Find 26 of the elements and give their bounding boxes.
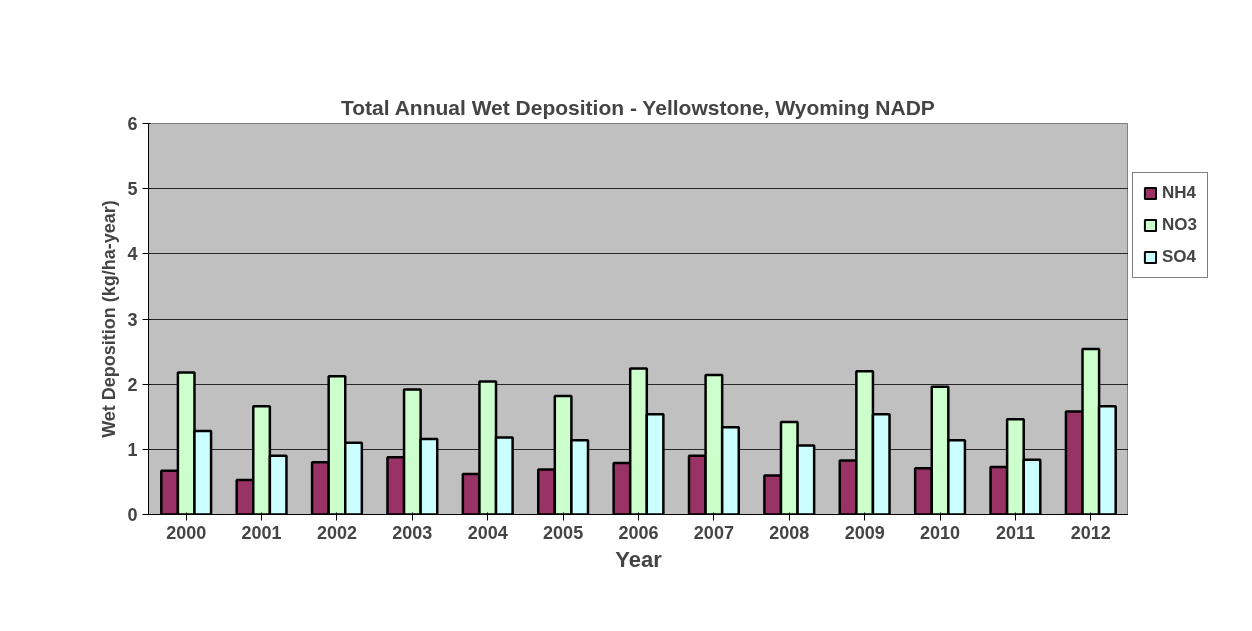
y-tick-label: 1 xyxy=(127,439,138,460)
legend-label: SO4 xyxy=(1162,247,1197,267)
x-tick-label: 2003 xyxy=(392,522,433,543)
x-tick-label: 2002 xyxy=(316,522,357,543)
y-tick-label: 5 xyxy=(127,179,138,200)
x-tick-label: 2009 xyxy=(844,522,885,543)
legend-label: NH4 xyxy=(1162,183,1197,203)
legend-label: NO3 xyxy=(1162,215,1197,235)
x-tick-label: 2008 xyxy=(769,522,810,543)
x-tick-label: 2004 xyxy=(467,522,508,543)
x-tick-label: 2005 xyxy=(543,522,584,543)
x-tick-label: 2000 xyxy=(166,522,207,543)
y-axis-title: Wet Deposition (kg/ha-year) xyxy=(99,200,120,438)
x-tick-label: 2001 xyxy=(241,522,282,543)
y-tick-label: 0 xyxy=(127,505,138,525)
y-tick-label: 3 xyxy=(127,309,138,330)
x-tick-label: 2010 xyxy=(920,522,961,543)
y-tick-label: 4 xyxy=(127,244,138,265)
x-tick-label: 2011 xyxy=(995,522,1035,543)
chart-title: Total Annual Wet Deposition - Yellowstone, Wyoming NADP xyxy=(340,95,935,119)
y-tick-label: 2 xyxy=(127,374,138,395)
x-axis-title: Year xyxy=(615,546,663,572)
x-tick-label: 2012 xyxy=(1070,522,1111,543)
x-tick-label: 2007 xyxy=(693,522,734,543)
x-tick-label: 2006 xyxy=(618,522,659,543)
y-tick-label: 6 xyxy=(127,114,138,134)
